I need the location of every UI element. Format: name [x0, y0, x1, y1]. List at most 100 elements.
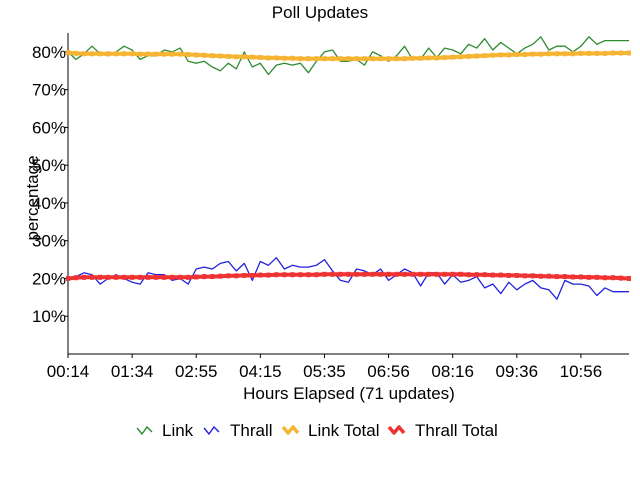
data-point	[202, 274, 207, 280]
series-link	[67, 36, 629, 76]
legend-swatch-icon	[203, 425, 220, 436]
data-point	[594, 274, 599, 280]
data-point	[66, 275, 70, 281]
data-point	[546, 51, 551, 57]
data-point	[434, 271, 439, 277]
data-point	[154, 51, 159, 57]
data-point	[474, 53, 479, 59]
data-point	[298, 272, 303, 278]
data-point	[226, 53, 231, 59]
legend-item: Thrall Total	[387, 421, 498, 440]
data-point	[114, 51, 119, 57]
x-tick-label: 02:55	[175, 362, 218, 381]
series-layer	[66, 36, 631, 300]
data-point	[506, 272, 511, 278]
data-point	[418, 55, 423, 61]
data-point	[194, 52, 199, 58]
data-point	[402, 271, 407, 277]
data-point	[426, 271, 431, 277]
data-point	[82, 51, 87, 57]
data-point	[338, 271, 343, 277]
data-point	[218, 273, 223, 279]
x-tick-label: 01:34	[111, 362, 154, 381]
data-point	[258, 272, 263, 278]
data-point	[362, 271, 367, 277]
data-point	[250, 54, 255, 60]
data-point	[146, 51, 151, 57]
data-point	[250, 272, 255, 278]
data-point	[266, 55, 271, 61]
data-point	[130, 274, 135, 280]
data-point	[98, 274, 103, 280]
data-point	[274, 272, 279, 278]
data-point	[490, 52, 495, 58]
data-point	[114, 274, 119, 280]
data-point	[186, 52, 191, 58]
data-point	[130, 51, 135, 57]
data-point	[362, 56, 367, 62]
data-point	[74, 275, 79, 281]
data-point	[370, 271, 375, 277]
data-point	[210, 53, 215, 59]
data-point	[330, 56, 335, 62]
data-point	[578, 50, 583, 56]
x-axis-label: Hours Elapsed (71 updates)	[243, 384, 455, 403]
data-point	[194, 274, 199, 280]
data-point	[242, 272, 247, 278]
data-point	[162, 51, 167, 57]
data-point	[530, 51, 535, 57]
data-point	[522, 273, 527, 279]
legend-item: Link	[136, 421, 194, 440]
data-point	[627, 50, 631, 56]
data-point	[386, 271, 391, 277]
data-point	[218, 53, 223, 59]
data-point	[394, 56, 399, 62]
data-point	[122, 51, 127, 57]
data-point	[554, 51, 559, 57]
data-point	[258, 55, 263, 61]
x-tick-label: 08:16	[431, 362, 474, 381]
data-point	[170, 51, 175, 57]
data-point	[266, 272, 271, 278]
y-tick-label: 70%	[32, 81, 66, 100]
data-point	[202, 52, 207, 58]
data-point	[154, 274, 159, 280]
data-point	[162, 274, 167, 280]
y-tick-label: 40%	[32, 194, 66, 213]
y-axis-label: percentage	[23, 155, 42, 240]
data-point	[330, 271, 335, 277]
data-point	[442, 271, 447, 277]
data-point	[450, 271, 455, 277]
data-point	[210, 274, 215, 280]
data-point	[410, 271, 415, 277]
data-point	[322, 271, 327, 277]
data-point	[282, 55, 287, 61]
legend-swatch-icon	[387, 425, 406, 435]
data-point	[306, 56, 311, 62]
x-tick-label: 05:35	[303, 362, 346, 381]
data-point	[602, 50, 607, 56]
series-line	[67, 257, 629, 300]
data-point	[610, 275, 615, 281]
data-point	[450, 54, 455, 60]
data-point	[490, 272, 495, 278]
data-point	[354, 56, 359, 62]
data-point	[458, 54, 463, 60]
legend: Link Thrall Link Total Thrall Total	[136, 421, 498, 440]
data-point	[106, 274, 111, 280]
data-point	[82, 274, 87, 280]
legend-swatch-icon	[136, 425, 153, 436]
series-thrall-total	[66, 271, 631, 281]
data-point	[530, 273, 535, 279]
data-point	[394, 271, 399, 277]
data-point	[498, 272, 503, 278]
data-point	[546, 273, 551, 279]
data-point	[570, 51, 575, 57]
data-point	[306, 272, 311, 278]
data-point	[514, 52, 519, 58]
data-point	[170, 274, 175, 280]
data-point	[338, 56, 343, 62]
data-point	[354, 271, 359, 277]
y-axis-ticks: 10% 20% 30% 40% 50% 60% 70% 80%	[32, 43, 68, 326]
